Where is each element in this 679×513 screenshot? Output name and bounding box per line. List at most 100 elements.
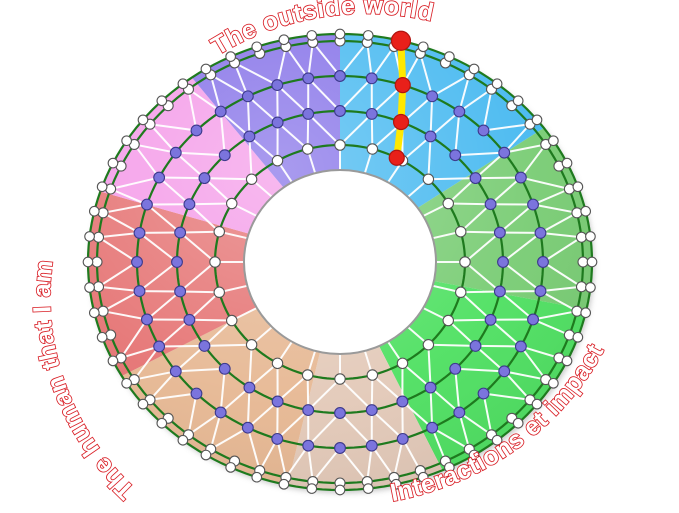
node-ring2[interactable] — [241, 90, 254, 103]
node-outer-edge[interactable] — [137, 398, 149, 410]
node-outer-edge[interactable] — [88, 205, 100, 217]
node-ring0[interactable] — [422, 338, 435, 351]
node-ring2[interactable] — [498, 146, 511, 159]
node-ring2[interactable] — [169, 365, 182, 378]
node-outer-edge[interactable] — [121, 135, 132, 147]
node-outer-edge[interactable] — [585, 231, 596, 242]
node-ring3[interactable] — [97, 305, 109, 317]
node-outer-edge[interactable] — [225, 51, 237, 62]
node-ring0[interactable] — [245, 338, 258, 351]
node-ring1[interactable] — [469, 172, 482, 185]
node-ring2[interactable] — [426, 421, 439, 434]
node-ring0[interactable] — [271, 357, 284, 370]
node-outer-edge[interactable] — [443, 51, 455, 62]
node-ring1[interactable] — [497, 256, 509, 268]
node-outer-edge[interactable] — [585, 282, 596, 293]
node-ring1[interactable] — [243, 130, 256, 143]
node-ring3[interactable] — [575, 281, 588, 293]
node-outer-edge[interactable] — [572, 181, 584, 193]
node-ring1[interactable] — [174, 285, 187, 298]
node-ring1[interactable] — [493, 226, 506, 239]
node-ring3[interactable] — [571, 207, 583, 219]
node-ring1[interactable] — [365, 404, 378, 417]
node-ring0[interactable] — [245, 173, 258, 186]
node-ring2[interactable] — [453, 406, 466, 419]
node-ring1[interactable] — [396, 395, 409, 408]
node-ring2[interactable] — [334, 70, 346, 82]
node-outer-edge[interactable] — [177, 78, 189, 90]
node-ring2[interactable] — [271, 432, 284, 445]
node-outer-edge[interactable] — [561, 355, 573, 367]
node-outer-edge[interactable] — [107, 157, 119, 169]
node-ring1[interactable] — [198, 339, 211, 352]
node-outer-edge[interactable] — [121, 377, 132, 389]
node-outer-edge[interactable] — [362, 30, 374, 41]
node-ring2[interactable] — [302, 439, 315, 452]
node-ring1[interactable] — [424, 381, 437, 394]
node-ring3[interactable] — [575, 231, 588, 243]
node-ring2[interactable] — [396, 432, 409, 445]
node-ring0[interactable] — [396, 357, 409, 370]
node-outer-edge[interactable] — [362, 483, 374, 494]
node-ring2[interactable] — [133, 226, 146, 239]
node-outer-edge[interactable] — [200, 449, 212, 461]
node-ring2[interactable] — [214, 406, 227, 419]
node-ring2[interactable] — [534, 226, 547, 239]
node-outer-edge[interactable] — [531, 398, 543, 410]
node-ring0[interactable] — [442, 197, 454, 210]
node-outer-edge[interactable] — [225, 462, 237, 473]
node-ring2[interactable] — [453, 105, 466, 118]
node-ring1[interactable] — [493, 285, 506, 298]
node-outer-edge[interactable] — [84, 231, 95, 242]
node-ring0[interactable] — [226, 314, 238, 327]
node-ring1[interactable] — [174, 226, 187, 239]
node-ring1[interactable] — [271, 395, 284, 408]
node-ring2[interactable] — [334, 442, 346, 454]
node-outer-edge[interactable] — [84, 282, 95, 293]
node-ring2[interactable] — [365, 439, 378, 452]
node-ring3[interactable] — [577, 256, 589, 268]
node-ring1[interactable] — [171, 256, 183, 268]
node-ring1[interactable] — [334, 105, 346, 117]
node-outer-edge[interactable] — [177, 434, 189, 446]
node-outer-edge[interactable] — [468, 449, 480, 461]
node-ring0[interactable] — [366, 143, 379, 155]
node-ring1[interactable] — [484, 198, 497, 211]
node-ring2[interactable] — [477, 124, 490, 137]
node-ring2[interactable] — [426, 90, 439, 103]
node-outer-edge[interactable] — [306, 30, 318, 41]
node-outer-edge[interactable] — [580, 205, 592, 217]
node-ring2[interactable] — [534, 285, 547, 298]
highlight-node-2[interactable] — [394, 76, 411, 94]
node-ring2[interactable] — [477, 387, 490, 400]
node-outer-edge[interactable] — [156, 95, 168, 107]
node-ring0[interactable] — [271, 154, 284, 167]
node-ring0[interactable] — [366, 369, 379, 381]
node-outer-edge[interactable] — [82, 256, 94, 268]
node-ring2[interactable] — [498, 365, 511, 378]
node-ring0[interactable] — [209, 256, 221, 268]
node-ring1[interactable] — [484, 313, 497, 326]
node-ring0[interactable] — [422, 173, 435, 186]
highlight-node-1[interactable] — [392, 113, 410, 131]
node-ring2[interactable] — [190, 387, 203, 400]
node-outer-edge[interactable] — [531, 114, 543, 126]
node-ring1[interactable] — [469, 339, 482, 352]
node-ring0[interactable] — [454, 286, 467, 299]
node-outer-edge[interactable] — [586, 256, 598, 268]
node-ring1[interactable] — [334, 407, 346, 419]
node-ring2[interactable] — [514, 340, 527, 353]
highlight-node-0[interactable] — [388, 149, 405, 166]
node-outer-edge[interactable] — [88, 307, 100, 319]
node-ring2[interactable] — [214, 105, 227, 118]
node-ring3[interactable] — [92, 231, 105, 243]
node-outer-edge[interactable] — [512, 417, 524, 429]
node-ring2[interactable] — [153, 171, 166, 184]
node-outer-edge[interactable] — [278, 34, 290, 46]
node-outer-edge[interactable] — [334, 484, 346, 496]
node-ring1[interactable] — [365, 107, 378, 120]
node-outer-edge[interactable] — [96, 181, 108, 193]
node-ring0[interactable] — [301, 143, 314, 155]
node-ring2[interactable] — [169, 146, 182, 159]
node-ring0[interactable] — [301, 369, 314, 381]
